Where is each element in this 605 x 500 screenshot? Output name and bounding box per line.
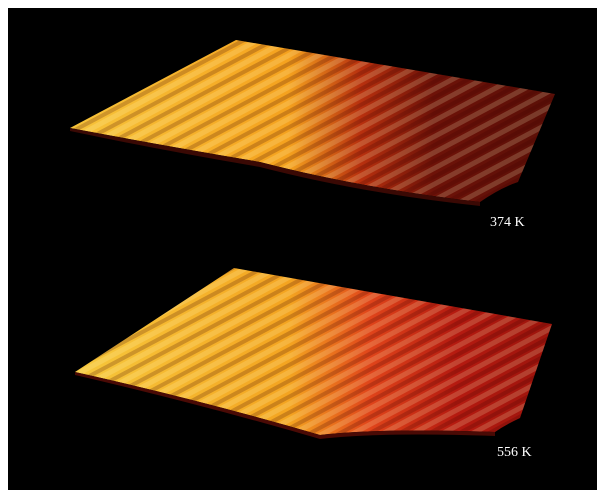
page: 374 K 556 K (() => { const data = JSON.p… bbox=[0, 0, 605, 500]
figure: 374 K 556 K bbox=[0, 0, 605, 500]
temperature-label: 556 K bbox=[497, 445, 532, 460]
temperature-label: 374 K bbox=[490, 215, 525, 230]
